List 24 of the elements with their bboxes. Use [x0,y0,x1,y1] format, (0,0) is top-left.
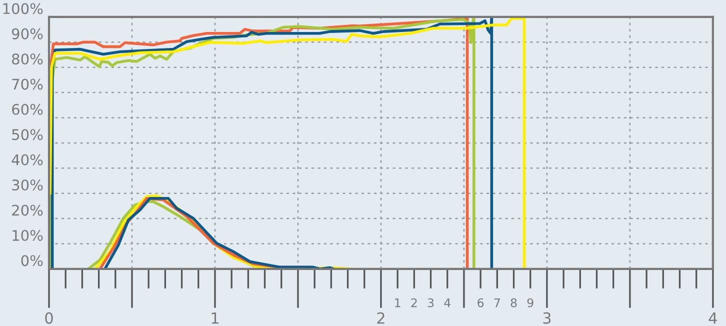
y-tick-label: 20% [12,204,43,216]
y-tick-label: 90% [12,28,43,40]
text: 3 [428,298,434,308]
x-tick-label: 2 [377,312,384,324]
text: 8 [510,298,517,308]
y-tick-label: 60% [12,104,43,115]
text: 4 [444,298,450,308]
y-tick-label: 80% [12,53,43,65]
y-tick-label: 50% [12,129,43,140]
text: 1 [395,298,400,308]
text: 7 [494,298,500,308]
y-tick-label: 30% [12,179,43,191]
y-tick-label: 100% [3,3,43,14]
x-tick-label: 4 [708,312,717,324]
x-tick-label: 0 [45,312,53,324]
x-tick-label: 3 [543,312,551,324]
y-tick-label: 10% [12,230,43,241]
y-tick-label: 40% [12,154,43,166]
x-tick-label: 1 [212,312,218,324]
text: 6 [478,298,484,308]
y-tick-label: 0% [21,255,43,266]
y-tick-label: 70% [12,78,43,90]
text: 2 [411,298,417,308]
text: 9 [527,298,534,308]
